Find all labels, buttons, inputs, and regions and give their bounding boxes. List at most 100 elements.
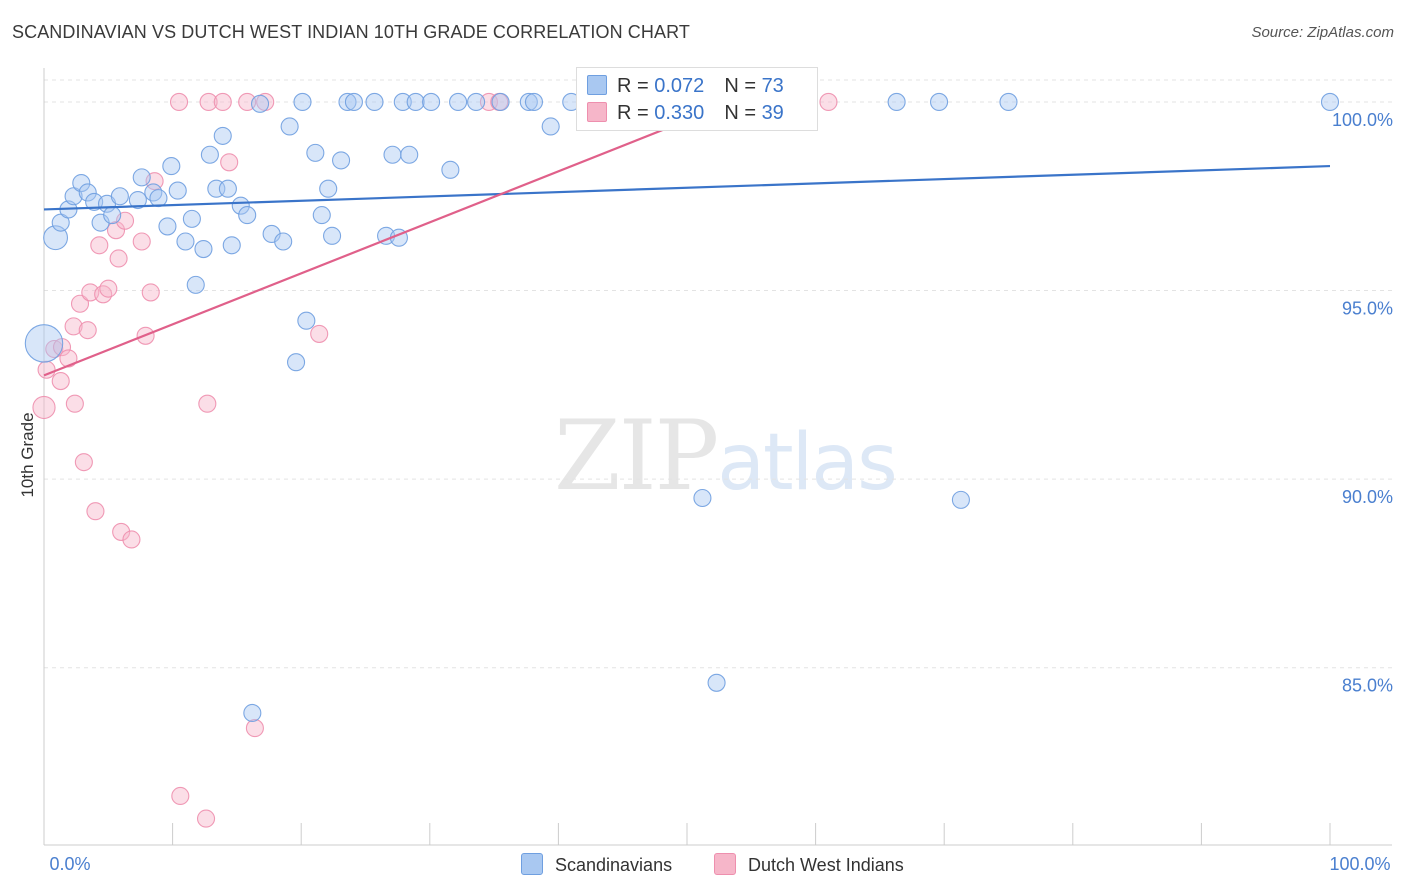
dutch-west-indian-point xyxy=(78,321,97,340)
dutch-west-indian-point xyxy=(37,360,56,379)
stats-box: R = 0.072 N = 73 R = 0.330 N = 39 xyxy=(576,67,818,131)
y-tick-label: 95.0% xyxy=(1342,299,1393,319)
dutch-west-indian-point xyxy=(64,317,83,336)
scandinavian-point xyxy=(344,92,363,111)
scandinavian-point xyxy=(1320,92,1340,111)
dutch-west-indian-point xyxy=(196,809,216,828)
tick-labels: 85.0% 90.0% 95.0% 100.0% 0.0% 100.0% xyxy=(49,110,1393,874)
scandinavian-point xyxy=(406,92,425,111)
scandinavian-point xyxy=(999,92,1018,111)
scandinavian-point xyxy=(103,206,122,225)
series-scandinavians xyxy=(24,92,1340,723)
scandinavian-point xyxy=(213,126,232,145)
scandinavian-point xyxy=(449,92,468,111)
dutch-west-indian-point xyxy=(198,394,217,413)
scandinavian-point xyxy=(467,92,486,111)
scandinavian-point xyxy=(332,151,351,170)
scandinavian-point xyxy=(297,311,316,330)
scandinavian-point xyxy=(306,143,325,162)
x-tick-label: 0.0% xyxy=(49,854,90,874)
scandinavian-point xyxy=(128,190,147,210)
dutch-west-indian-point xyxy=(70,294,90,313)
legend-swatch-scandinavians xyxy=(521,853,543,875)
stats-r-value: 0.072 xyxy=(654,75,705,97)
scandinavian-point xyxy=(383,145,402,164)
scandinavian-point xyxy=(393,92,412,111)
dutch-west-indian-point xyxy=(32,395,56,420)
gridlines xyxy=(44,79,1392,669)
scandinavian-point xyxy=(693,488,712,508)
scandinavian-point xyxy=(519,92,538,111)
dutch-west-indian-point xyxy=(45,339,64,359)
scandinavian-point xyxy=(951,490,970,509)
watermark-atlas: atlas xyxy=(717,418,897,508)
stats-n-label: N = xyxy=(724,75,762,97)
stats-swatch-dutch-west-indians xyxy=(587,102,607,122)
scandinavian-point xyxy=(280,117,299,136)
scandinavian-point xyxy=(524,92,544,111)
y-tick-label: 85.0% xyxy=(1342,676,1393,696)
dutch-west-indian-point xyxy=(171,786,190,806)
scandinavian-point xyxy=(365,92,384,111)
scandinavian-point xyxy=(400,145,419,164)
chart-title: SCANDINAVIAN VS DUTCH WEST INDIAN 10TH G… xyxy=(12,22,690,42)
scandinavian-point xyxy=(238,206,257,225)
scandinavian-point xyxy=(24,324,64,363)
scandinavian-point xyxy=(176,232,195,251)
stats-r-label: R = xyxy=(617,75,655,97)
stats-n-value: 39 xyxy=(761,102,784,124)
dutch-west-indian-point xyxy=(112,522,131,541)
scandinavian-point xyxy=(491,92,510,111)
legend-item-scandinavians[interactable]: Scandinavians xyxy=(521,853,672,876)
scandinavian-point xyxy=(930,92,949,111)
scandinavian-point xyxy=(338,92,357,111)
legend: Scandinavians Dutch West Indians xyxy=(0,853,1406,877)
dutch-west-indian-point xyxy=(213,92,232,111)
scandinavian-point xyxy=(43,225,69,251)
stats-row-dutch-west-indians: R = 0.330 N = 39 xyxy=(587,102,784,126)
scandinavian-point xyxy=(162,157,181,176)
scandinavian-point xyxy=(78,183,97,202)
scandinavian-point xyxy=(200,145,219,164)
scandinavian-point xyxy=(231,196,250,215)
scandinavian-point xyxy=(144,183,163,202)
scandinavian-point xyxy=(323,226,342,245)
legend-item-dutch-west-indians[interactable]: Dutch West Indians xyxy=(714,853,904,876)
dutch-west-indian-point xyxy=(65,394,84,413)
dutch-west-indian-point xyxy=(199,92,218,111)
scandinavian-point xyxy=(441,160,460,179)
scandinavian-point xyxy=(887,92,906,111)
watermark: ZIPatlas xyxy=(554,400,898,512)
scandinavian-point xyxy=(110,187,129,206)
scandinavian-point xyxy=(222,236,241,255)
source-label: Source: ZipAtlas.com xyxy=(1251,24,1394,41)
dutch-west-indian-point xyxy=(310,324,329,343)
y-axis-label: 10th Grade xyxy=(18,412,37,498)
legend-label: Scandinavians xyxy=(555,855,673,875)
legend-swatch-dutch-west-indians xyxy=(714,853,736,875)
dutch-west-indian-point xyxy=(245,719,264,738)
stats-r-label: R = xyxy=(617,102,655,124)
scandinavian-point xyxy=(422,92,441,111)
scandinavian-point xyxy=(312,206,331,225)
stats-n-label: N = xyxy=(724,102,762,124)
stats-r-value: 0.330 xyxy=(654,102,705,124)
stats-swatch-scandinavians xyxy=(587,75,607,95)
scandinavian-point xyxy=(250,94,270,113)
dutch-west-indian-point xyxy=(74,453,93,472)
scandinavian-point xyxy=(72,173,91,193)
dutch-west-indian-point xyxy=(132,232,151,251)
scandinavian-point xyxy=(541,117,560,136)
scandinavian-point xyxy=(274,232,293,251)
trend-lines xyxy=(43,100,1331,377)
scandinavian-point xyxy=(243,703,262,723)
trend-line-scandinavians xyxy=(43,164,1331,211)
y-tick-label: 100.0% xyxy=(1332,110,1393,130)
dutch-west-indian-point xyxy=(51,372,70,391)
scandinavian-point xyxy=(319,179,338,198)
scandinavian-point xyxy=(287,353,306,372)
dutch-west-indian-point xyxy=(169,92,189,111)
dutch-west-indian-point xyxy=(59,349,78,368)
scandinavian-point xyxy=(132,168,151,187)
stats-row-scandinavians: R = 0.072 N = 73 xyxy=(587,75,784,99)
